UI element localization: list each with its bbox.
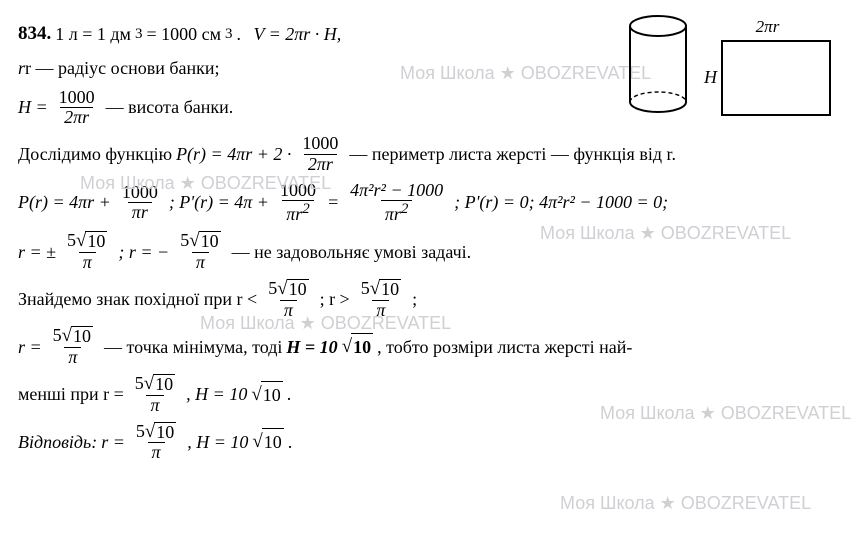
fraction: 4π²r² − 1000 πr2 [346, 181, 447, 226]
frac-num: 1000 [276, 181, 320, 201]
frac-den: π [280, 300, 297, 321]
frac-den: π [192, 252, 209, 273]
text: P(r) = 4πr + [18, 189, 111, 216]
fraction: 5√10 π [132, 422, 180, 464]
text: = [327, 189, 339, 216]
text: менші при r = [18, 381, 124, 408]
frac-den: 2πr [60, 107, 93, 128]
text: — периметр листа жерсті — функція від r. [349, 141, 676, 168]
frac-den: π [64, 347, 81, 368]
answer-label: Відповідь: [18, 429, 97, 456]
text: ; r > [320, 286, 350, 313]
fraction: 1000 πr [118, 183, 162, 224]
line-1: 834. 1 л = 1 дм3 = 1000 см3 . V = 2πr · … [18, 20, 578, 49]
line-2: r r — радіус основи банки; [18, 55, 578, 82]
text: ; P'(r) = 4π + [169, 189, 269, 216]
text: P(r) = 4πr + 2 · [176, 141, 291, 168]
text: ; P'(r) = 0; 4π²r² − 1000 = 0; [454, 189, 668, 216]
frac-num: 5√10 [132, 422, 180, 443]
text: , H = 10 [186, 381, 247, 408]
text: r = [101, 429, 125, 456]
text: Дослідимо функцію [18, 141, 172, 168]
fraction: 5√10 π [131, 374, 179, 416]
watermark: Моя Школа ★ OBOZREVATEL [560, 490, 811, 517]
rect-label-top: 2πr [704, 14, 831, 40]
frac-num: 4π²r² − 1000 [346, 181, 447, 201]
frac-num: 5√10 [131, 374, 179, 395]
text: H = [18, 94, 48, 121]
frac-den: π [372, 300, 389, 321]
frac-num: 1000 [55, 88, 99, 108]
text: r = [18, 334, 42, 361]
sup: 3 [225, 23, 233, 46]
fraction: 1000 2πr [298, 134, 342, 175]
rectangle-figure: 2πr H [704, 14, 831, 116]
fraction: 1000 πr2 [276, 181, 320, 226]
fraction: 5√10 π [264, 279, 312, 321]
line-9: менші при r = 5√10 π , H = 10√10 . [18, 374, 835, 416]
text: , тобто розміри листа жерсті най- [377, 334, 632, 361]
text: r = ± [18, 239, 56, 266]
rect-label-side: H [704, 64, 717, 91]
frac-num: 5√10 [49, 326, 97, 347]
cylinder-figure [626, 14, 690, 114]
frac-num: 5√10 [176, 231, 224, 252]
frac-den: πr2 [381, 200, 413, 225]
text: ; r = − [118, 239, 169, 266]
fraction: 1000 2πr [55, 88, 99, 129]
rect-box [721, 40, 831, 116]
sup: 3 [135, 23, 143, 46]
text: r [18, 55, 25, 82]
fraction: 5√10 π [63, 231, 111, 273]
text: — точка мінімума, тоді [104, 334, 282, 361]
text: . [236, 21, 241, 48]
text: — висота банки. [106, 94, 234, 121]
text: — не задовольняє умові задачі. [232, 239, 472, 266]
frac-den: π [79, 252, 96, 273]
text: Знайдемо знак похідної при r < [18, 286, 257, 313]
frac-num: 5√10 [264, 279, 312, 300]
frac-den: πr2 [282, 200, 314, 225]
fraction: 5√10 π [49, 326, 97, 368]
frac-den: π [148, 442, 165, 463]
frac-den: 2πr [304, 154, 337, 175]
text: , H = 10 [187, 429, 248, 456]
figures-group: 2πr H [626, 14, 831, 116]
text: . [287, 381, 292, 408]
text: = 1000 см [146, 21, 221, 48]
frac-num: 5√10 [357, 279, 405, 300]
text: r — радіус основи банки; [25, 55, 220, 82]
frac-num: 1000 [118, 183, 162, 203]
fraction: 5√10 π [176, 231, 224, 273]
frac-den: πr [128, 202, 152, 223]
line-7: Знайдемо знак похідної при r < 5√10 π ; … [18, 279, 835, 321]
frac-num: 5√10 [63, 231, 111, 252]
volume-formula: V = 2πr · H, [253, 21, 341, 48]
line-6: r = ± 5√10 π ; r = − 5√10 π — не задовол… [18, 231, 835, 273]
text: . [288, 429, 293, 456]
problem-number: 834. [18, 20, 51, 49]
line-4: Дослідимо функцію P(r) = 4πr + 2 · 1000 … [18, 134, 835, 175]
text: 1 л = 1 дм [55, 21, 131, 48]
line-8: r = 5√10 π — точка мінімума, тоді H = 10… [18, 326, 835, 368]
text: H = 10 [286, 334, 337, 361]
frac-num: 1000 [298, 134, 342, 154]
frac-den: π [146, 395, 163, 416]
text: ; [412, 286, 417, 313]
fraction: 5√10 π [357, 279, 405, 321]
line-5: P(r) = 4πr + 1000 πr ; P'(r) = 4π + 1000… [18, 181, 835, 226]
line-3: H = 1000 2πr — висота банки. [18, 88, 578, 129]
answer-line: Відповідь: r = 5√10 π , H = 10√10 . [18, 422, 835, 464]
